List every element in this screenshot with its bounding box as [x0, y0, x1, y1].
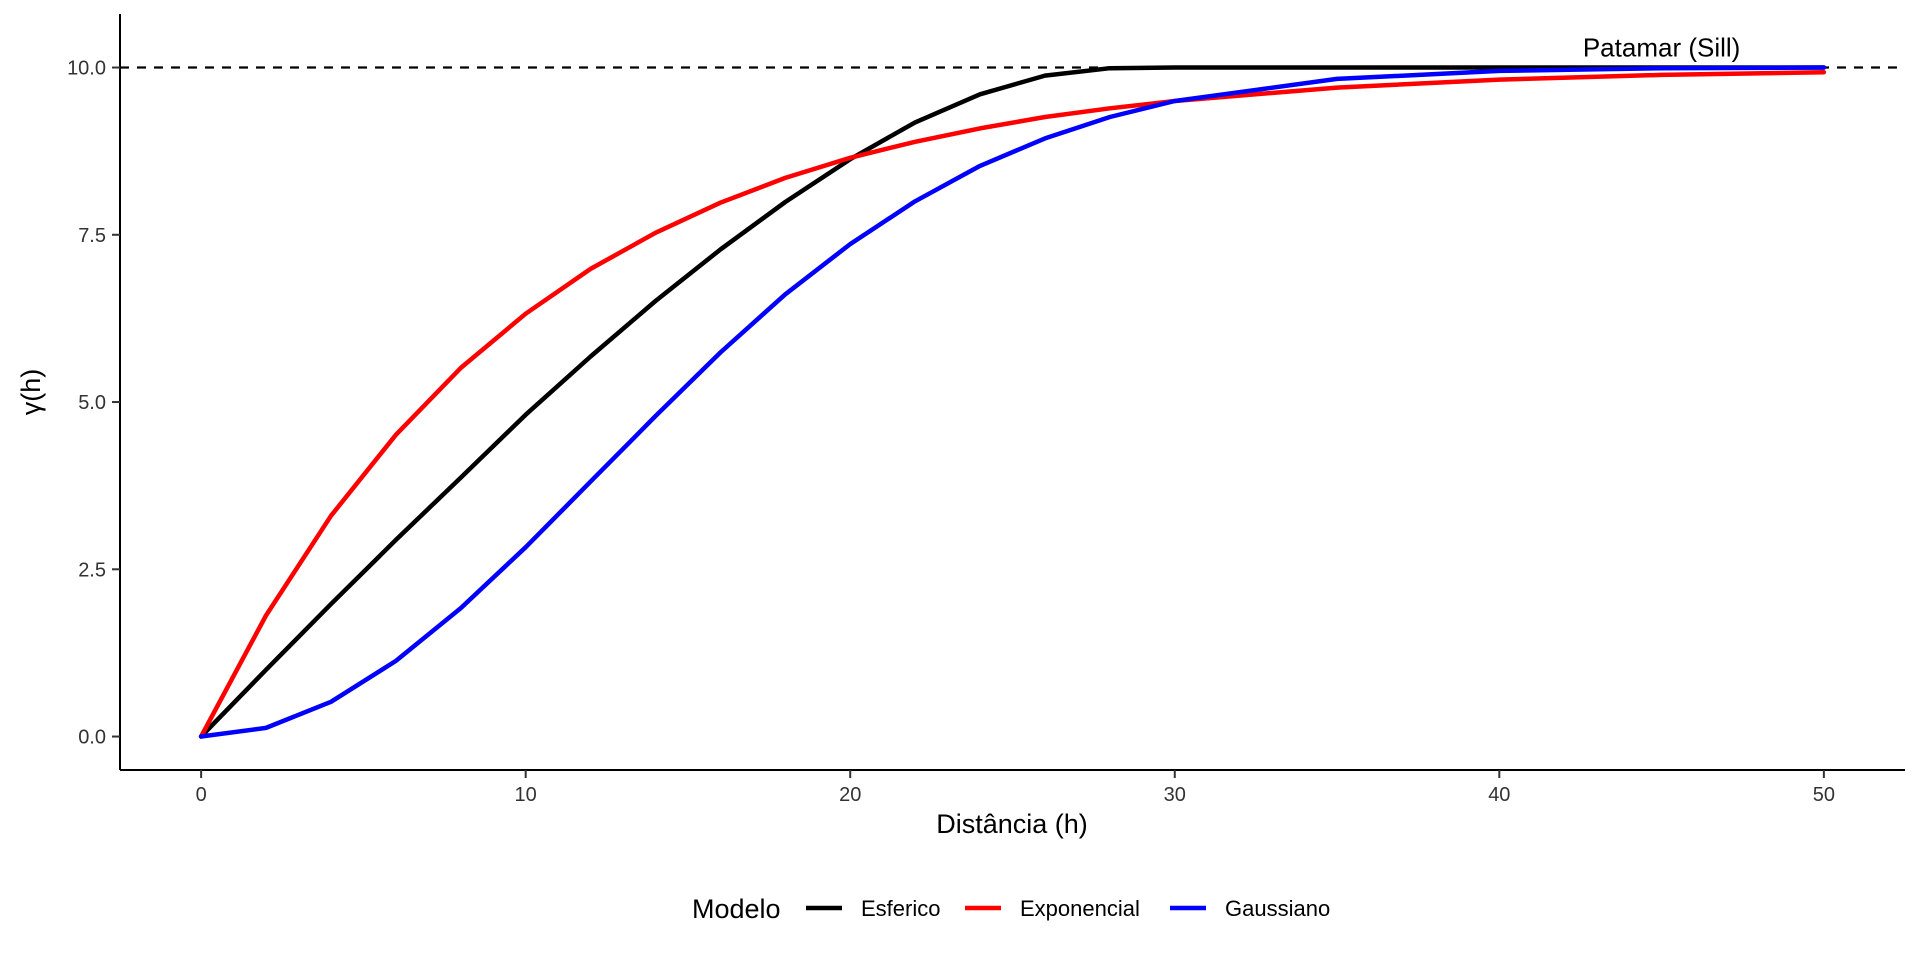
y-axis-title: γ(h): [16, 369, 46, 416]
annotation-layer: Patamar (Sill): [1583, 32, 1740, 62]
x-tick-label: 30: [1164, 784, 1186, 806]
legend-items: Esferico Exponencial Gaussiano: [806, 896, 1330, 921]
series-line-gaussiano: [198, 65, 1827, 739]
sill-annotation: Patamar (Sill): [1583, 32, 1740, 62]
y-tick-label: 2.5: [78, 559, 106, 581]
legend-label-esferico: Esferico: [861, 896, 940, 921]
legend-label-exponencial: Exponencial: [1020, 896, 1140, 921]
series-line-esferico: [198, 65, 1827, 739]
y-tick-label: 7.5: [78, 225, 106, 247]
x-tick-label: 40: [1488, 784, 1510, 806]
legend-label-gaussiano: Gaussiano: [1225, 896, 1330, 921]
y-tick-label: 5.0: [78, 392, 106, 414]
series-layer: [198, 65, 1827, 739]
x-tick-label: 10: [515, 784, 537, 806]
x-tick-label: 0: [196, 784, 207, 806]
x-tick-label: 50: [1813, 784, 1835, 806]
axes-layer: 0 10 20 30 40 50 0.0 2.5 5.0 7.5 10.0: [67, 14, 1905, 806]
y-tick-label: 10.0: [67, 58, 106, 80]
x-tick-label: 20: [839, 784, 861, 806]
legend: Modelo Esferico Exponencial Gaussiano: [692, 894, 1330, 924]
y-tick-label: 0.0: [78, 727, 106, 749]
x-axis-title: Distância (h): [936, 809, 1088, 839]
legend-title: Modelo: [692, 894, 781, 924]
series-line-exponencial: [198, 69, 1827, 739]
